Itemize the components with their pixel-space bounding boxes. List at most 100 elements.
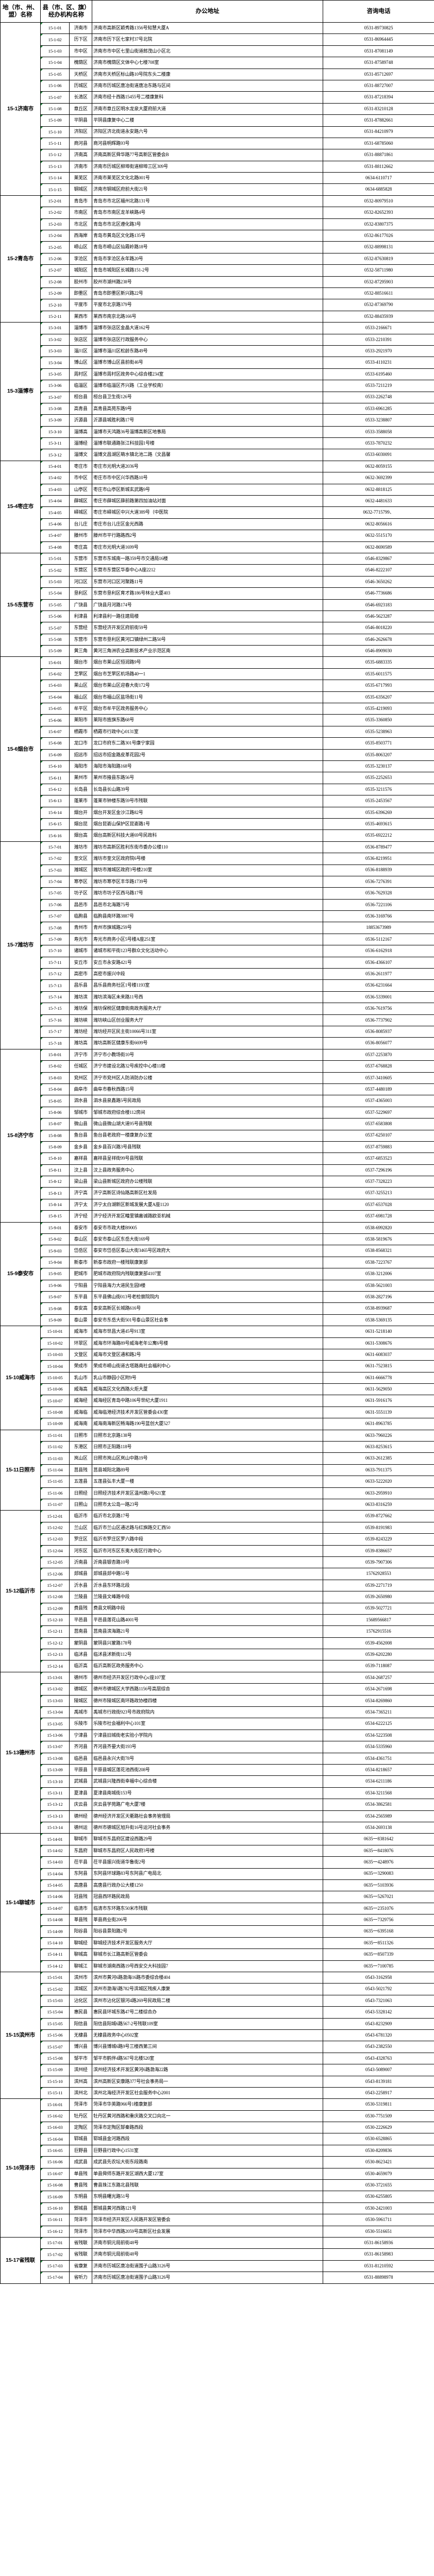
table-row: 15-7-13 昌乐县 昌乐县商务社区1号楼1193室 0536-6231664 — [1, 979, 434, 992]
office-address-cell: 泰安市岱岳区泰山大街3465号区政府大 — [92, 1245, 323, 1257]
office-address-cell: 昌乐县商务社区1号楼1193室 — [92, 979, 323, 992]
city-group-cell: 15-12临沂市 — [0, 1510, 41, 1672]
agency-name-cell: 临沂高 — [69, 1660, 92, 1672]
phone-cell: 0531-86158936 — [323, 2236, 434, 2249]
agency-code-cell: 15-12-08 — [40, 1591, 70, 1603]
phone-cell: 0536-6162918 — [323, 945, 434, 957]
agency-name-cell: 泰安市 — [69, 1222, 92, 1234]
agency-name-cell: 济宁太 — [69, 1198, 92, 1211]
agency-name-cell: 无棣县 — [69, 2029, 92, 2042]
office-address-cell: 郓城县金河路西段 — [92, 2133, 323, 2145]
phone-cell: 0631-5218140 — [323, 1326, 434, 1338]
agency-name-cell: 罗庄区 — [69, 1533, 92, 1546]
office-address-cell: 莘县商业街206号 — [92, 1914, 323, 1926]
phone-cell: 0533-2262748 — [323, 391, 434, 403]
phone-cell: 0538-5369135 — [323, 1314, 434, 1327]
agency-name-cell: 寿光市 — [69, 933, 92, 946]
phone-cell: 0543-2382550 — [323, 2041, 434, 2053]
agency-name-cell: 莒县残 — [69, 1464, 92, 1477]
phone-cell: 0536-7221106 — [323, 899, 434, 911]
table-row: 15-14-03 茌平县 茌平县振兴街道华鲁街2号 0635一4248976 — [1, 1856, 434, 1869]
agency-name-cell: 高唐县 — [69, 1879, 92, 1892]
phone-cell: 0530-5961711 — [323, 2214, 434, 2226]
agency-name-cell: 潍坊高 — [69, 1037, 92, 1049]
agency-code-cell: 15-13-03 — [40, 1694, 70, 1707]
phone-cell: 0635一7329756 — [323, 1914, 434, 1926]
table-row: 15-4-04 薛城区 枣庄市薛城区薛前路第四加油站对面 0632-4481633 — [1, 495, 434, 507]
office-address-cell: 滨州市黄河6路渤海16路市委综合楼404 — [92, 1972, 323, 1984]
agency-code-cell: 15-10-03 — [40, 1348, 70, 1361]
agency-name-cell: 城阳区 — [69, 264, 92, 277]
agency-name-cell: 禹城市 — [69, 1706, 92, 1719]
phone-cell: 0537-4365003 — [323, 1095, 434, 1107]
office-address-cell: 威海市文登区通和路2号 — [92, 1348, 323, 1361]
office-address-cell: 潍坊保税区健康街南政务服务大厅 — [92, 1003, 323, 1015]
phone-cell: 0546-2626678 — [323, 633, 434, 646]
phone-cell: 0631-6083037 — [323, 1348, 434, 1361]
agency-name-cell: 日照山 — [69, 1498, 92, 1511]
agency-code-cell: 15-15-06 — [40, 2029, 70, 2042]
phone-cell: 0536-8085937 — [323, 1025, 434, 1038]
agency-name-cell: 齐河县 — [69, 1741, 92, 1753]
agency-name-cell: 任城区 — [69, 1060, 92, 1073]
agency-code-cell: 15-15-09 — [40, 2064, 70, 2076]
phone-cell: 0631-8963785 — [323, 1418, 434, 1430]
agency-code-cell: 15-6-07 — [40, 725, 70, 738]
agency-code-cell: 15-6-05 — [40, 703, 70, 715]
office-address-cell: 烟台昆嵛山保护区昆嵛路1号 — [92, 818, 323, 831]
phone-cell: 0537-8759883 — [323, 1141, 434, 1154]
office-address-cell: 青岛市黄岛区文化路135号 — [92, 230, 323, 242]
phone-cell: 0536-2611977 — [323, 968, 434, 980]
phone-cell: 0635一5103936 — [323, 1879, 434, 1892]
agency-name-cell: 菏泽市 — [69, 2098, 92, 2111]
office-address-cell: 枣庄市光明大道1699号 — [92, 541, 323, 553]
table-row: 15-5-04 垦利区 东营市垦利区育才路186号林业大厦403 0546-77366… — [1, 587, 434, 600]
agency-name-cell: 巨野县 — [69, 2144, 92, 2157]
agency-code-cell: 15-6-10 — [40, 760, 70, 773]
table-row: 15-7-06 昌邑市 昌邑市北海路75号 0536-7221106 — [1, 899, 434, 911]
phone-cell: 0533-2921970 — [323, 345, 434, 358]
agency-name-cell: 广饶县 — [69, 599, 92, 611]
header-city: 地（市、州、盟）名称 — [0, 0, 41, 23]
phone-cell: 0530-6528865 — [323, 2133, 434, 2145]
phone-cell: 0532-86177026 — [323, 230, 434, 242]
office-address-cell: 潍坊市坊子区西马路17号 — [92, 887, 323, 900]
phone-cell: 0546-8329867 — [323, 552, 434, 565]
agency-name-cell: 淄川区 — [69, 345, 92, 358]
agency-code-cell: 15-7-01 — [40, 841, 70, 854]
agency-name-cell: 潍坊经 — [69, 1025, 92, 1038]
office-address-cell: 临沂市罗庄区罗六路中段 — [92, 1533, 323, 1546]
agency-code-cell: 15-9-03 — [40, 1245, 70, 1257]
office-address-cell: 招远市招金路皮革花园2号 — [92, 749, 323, 761]
agency-name-cell: 莱西市 — [69, 310, 92, 323]
phone-cell: 0537-6250107 — [323, 1129, 434, 1142]
agency-code-cell: 15-10-01 — [40, 1326, 70, 1338]
table-row: 15-13-12 庆云县 庆云县学苑路广电大厦7楼 0534-3862581 — [1, 1799, 434, 1811]
table-row: 15-5-02 东营区 东营市东营区华泰中心A座2212 0546-8222107 — [1, 564, 434, 577]
agency-name-cell: 山亭区 — [69, 483, 92, 496]
office-address-cell: 济南市历城区唐冶街道唐冶东路与区间 — [92, 79, 323, 92]
office-address-cell: 青岛市崂山区仙霞岭路18号 — [92, 241, 323, 253]
office-address-cell: 临清市东环路东50米市残联 — [92, 1902, 323, 1915]
agency-name-cell: 聊城市 — [69, 1833, 92, 1845]
agency-code-cell: 15-8-08 — [40, 1129, 70, 1142]
phone-cell: 0536-8056077 — [323, 1037, 434, 1049]
agency-code-cell: 15-1-03 — [40, 45, 70, 58]
agency-name-cell: 市中区 — [69, 45, 92, 58]
table-row: 15-12-10 平邑县 平邑县莲花山路4001号 15689566817 — [1, 1614, 434, 1626]
agency-code-cell: 15-1-14 — [40, 172, 70, 184]
table-row: 15-15-09 滨州经 滨州经济技术开发区黄河6路渤海22路 0543-508900… — [1, 2064, 434, 2076]
agency-name-cell: 曹县残 — [69, 2179, 92, 2192]
office-address-cell: 东营市垦利区育才路186号林业大厦403 — [92, 587, 323, 600]
office-address-cell: 淄博市周村区政务中心综合楼234室 — [92, 368, 323, 381]
agency-code-cell: 15-1-05 — [40, 68, 70, 80]
office-address-cell: 鱼台县老政府一楼康复办公室 — [92, 1129, 323, 1142]
phone-cell: 0539-8727662 — [323, 1510, 434, 1522]
phone-cell: 0535-3211576 — [323, 783, 434, 796]
office-address-cell: 巨野县行政中心1531室 — [92, 2144, 323, 2157]
city-group-cell: 15-11日照市 — [0, 1429, 41, 1511]
agency-name-cell: 平度市 — [69, 299, 92, 311]
agency-code-cell: 15-3-10 — [40, 426, 70, 438]
phone-cell: 0538-8939687 — [323, 1302, 434, 1315]
agency-name-cell: 惠民县 — [69, 2006, 92, 2019]
